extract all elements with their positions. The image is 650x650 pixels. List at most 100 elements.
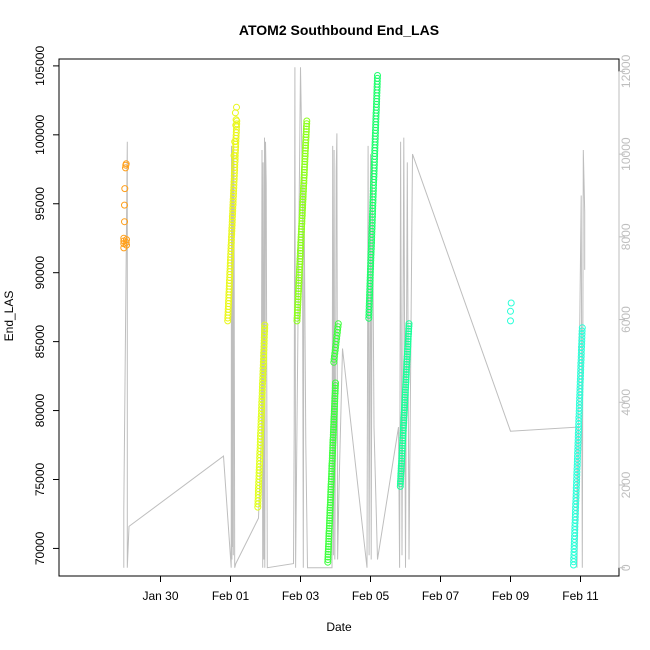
data-point (400, 409, 408, 417)
data-point (403, 350, 411, 358)
data-point (401, 386, 409, 394)
data-point (298, 209, 306, 217)
data-point (327, 491, 335, 499)
data-point (404, 335, 412, 343)
x-tick-label: Feb 05 (352, 589, 390, 603)
y2-tick-label: 10000 (619, 137, 633, 171)
data-point (294, 306, 301, 314)
data-point (398, 454, 406, 462)
data-point (297, 231, 305, 238)
data-point (401, 399, 409, 406)
data-point (327, 486, 335, 493)
data-point (329, 439, 337, 447)
data-point (329, 444, 337, 452)
data-point (299, 204, 307, 211)
series-run2 (224, 117, 241, 325)
data-point (404, 343, 412, 351)
x-tick-label: Feb 07 (422, 589, 460, 603)
data-point (329, 449, 336, 457)
data-point (328, 473, 335, 480)
data-point (570, 551, 578, 559)
data-point (325, 530, 333, 538)
series-run3 (254, 321, 269, 511)
data-point (298, 212, 306, 220)
data-point (325, 522, 333, 530)
y-tick-label: 95000 (33, 187, 47, 221)
data-point (331, 382, 339, 390)
data-point (400, 416, 408, 424)
data-point (326, 504, 334, 512)
data-point (298, 206, 306, 214)
data-point (403, 358, 411, 366)
data-point (121, 185, 129, 193)
data-point (302, 141, 310, 149)
data-point (294, 298, 302, 306)
data-point (402, 376, 410, 384)
data-point (303, 120, 311, 128)
data-point (399, 434, 407, 442)
data-point (325, 532, 333, 540)
data-point (301, 147, 309, 155)
data-point (399, 424, 407, 432)
data-point (397, 477, 404, 485)
data-point (401, 401, 409, 409)
y2-tick-label: 2000 (619, 471, 633, 498)
data-point (297, 228, 305, 236)
data-point (324, 558, 332, 566)
data-point (328, 465, 336, 473)
data-point (296, 247, 304, 255)
data-point (299, 198, 307, 206)
data-point (401, 404, 408, 412)
data-point (301, 152, 309, 160)
data-point (326, 512, 334, 519)
data-point (400, 406, 408, 414)
data-point (301, 158, 309, 166)
data-point (298, 217, 306, 225)
data-point (330, 421, 338, 428)
data-point (404, 338, 412, 345)
data-point (324, 550, 332, 558)
data-point (400, 414, 408, 422)
y-axis-left: 70000 75000 80000 85000 90000 95000 100000 1050… (33, 46, 60, 565)
data-point (122, 164, 129, 172)
points-layer (120, 72, 586, 569)
data-point (300, 168, 308, 176)
y-tick-label: 75000 (33, 462, 47, 496)
data-point (327, 496, 334, 504)
data-point (578, 327, 586, 335)
data-point (507, 307, 514, 315)
y-tick-label: 85000 (33, 325, 47, 359)
data-point (404, 332, 412, 340)
data-point (325, 524, 333, 532)
series-run2-top (230, 103, 240, 159)
data-point (303, 117, 311, 125)
data-point (328, 467, 336, 475)
data-point (329, 441, 337, 449)
series-run6 (365, 72, 381, 322)
data-point (405, 325, 413, 333)
data-point (570, 548, 578, 556)
series-run7 (396, 320, 413, 490)
data-point (405, 320, 413, 328)
data-point (331, 387, 339, 395)
data-point (398, 452, 406, 460)
data-point (327, 480, 335, 488)
data-point (332, 379, 339, 387)
series-run4 (293, 117, 311, 325)
data-point (301, 150, 309, 157)
data-point (397, 462, 405, 470)
data-point (325, 543, 332, 551)
data-point (121, 218, 128, 226)
data-point (326, 509, 334, 517)
data-point (400, 421, 407, 429)
data-point (295, 285, 303, 292)
data-point (399, 437, 407, 445)
data-point (573, 478, 581, 486)
data-point (325, 527, 333, 535)
data-point (326, 519, 333, 527)
data-point (329, 436, 337, 444)
data-point (578, 334, 586, 341)
data-point (324, 545, 332, 553)
data-point (403, 353, 411, 361)
